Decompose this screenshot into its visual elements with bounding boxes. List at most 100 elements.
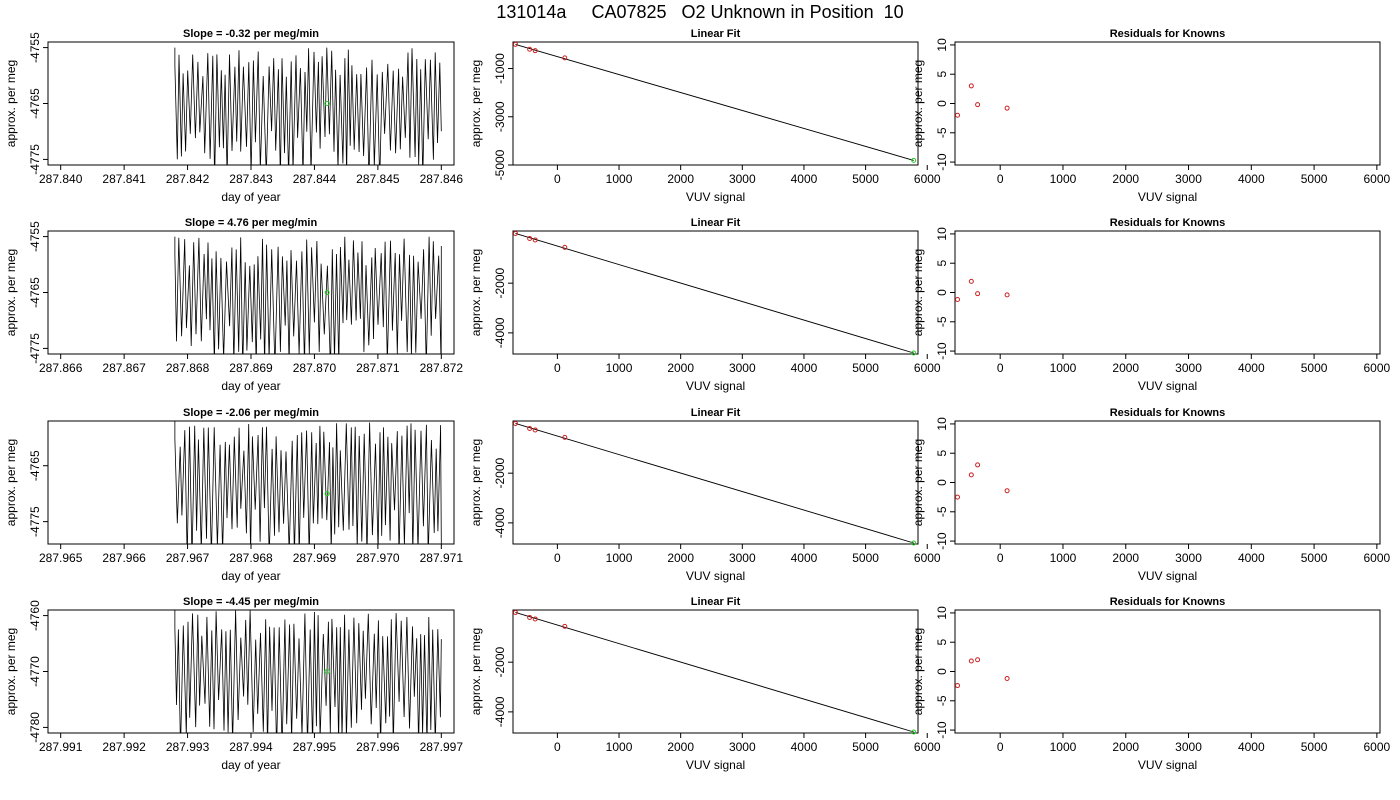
x-tick-label: 3000 — [729, 172, 756, 186]
x-tick-label: 287.991 — [39, 740, 83, 754]
x-tick-label: 1000 — [1050, 361, 1077, 375]
fit-line — [515, 423, 914, 544]
known-point — [562, 434, 568, 440]
y-axis-label: approx. per meg — [469, 60, 483, 147]
x-tick-label: 1000 — [1050, 172, 1077, 186]
y-tick-label: 10 — [935, 606, 949, 620]
residual-point — [968, 472, 974, 478]
unknown-mean-point — [324, 290, 330, 295]
residual-point — [975, 291, 981, 297]
x-axis-label: VUV signal — [1138, 569, 1197, 583]
y-tick-label: 10 — [935, 38, 949, 52]
residual-point — [1004, 292, 1010, 298]
residual-point — [955, 297, 961, 303]
y-tick-label: -10 — [935, 153, 949, 171]
x-tick-label: 5000 — [1301, 361, 1328, 375]
x-tick-label: 6000 — [1364, 551, 1391, 565]
x-tick-label: 6000 — [914, 740, 941, 754]
x-tick-label: 287.969 — [293, 551, 337, 565]
y-tick-label: 5 — [935, 639, 949, 646]
known-point — [532, 237, 538, 243]
y-tick-label: -10 — [935, 342, 949, 360]
x-tick-label: 287.872 — [420, 361, 464, 375]
residual-point — [968, 278, 974, 284]
y-tick-label: 5 — [935, 260, 949, 267]
residual-point — [955, 683, 961, 689]
plot-title: Slope = -4.45 per meg/min — [183, 596, 319, 608]
x-tick-label: 5000 — [1301, 551, 1328, 565]
unknown-mean-point — [324, 669, 330, 674]
x-tick-label: 4000 — [1238, 172, 1265, 186]
y-axis-label: approx. per meg — [469, 249, 483, 336]
x-tick-label: 3000 — [729, 740, 756, 754]
residual-point — [955, 494, 961, 500]
y-tick-label: -4755 — [28, 221, 42, 252]
y-tick-label: -4760 — [28, 600, 42, 631]
x-axis-label: VUV signal — [1138, 190, 1197, 204]
y-tick-label: -4765 — [28, 88, 42, 119]
time-series-trace — [174, 421, 442, 544]
x-tick-label: 287.870 — [293, 361, 337, 375]
x-tick-label: 287.965 — [39, 551, 83, 565]
x-tick-label: 287.866 — [39, 361, 83, 375]
known-point — [527, 425, 533, 431]
x-tick-label: 287.841 — [102, 172, 146, 186]
x-tick-label: 4000 — [1238, 361, 1265, 375]
x-tick-label: 3000 — [1175, 551, 1202, 565]
y-tick-label: 10 — [935, 227, 949, 241]
x-tick-label: 1000 — [606, 551, 633, 565]
x-tick-label: 6000 — [914, 551, 941, 565]
x-tick-label: 2000 — [667, 551, 694, 565]
y-tick-label: -4765 — [28, 450, 42, 481]
x-tick-label: 287.994 — [229, 740, 273, 754]
plot-title: Linear Fit — [691, 596, 741, 608]
x-tick-label: 287.846 — [420, 172, 464, 186]
known-point — [562, 55, 568, 61]
y-tick-label: -4000 — [493, 507, 507, 538]
figure-title: 131014a CA07825 O2 Unknown in Position 1… — [496, 2, 904, 22]
x-tick-label: 287.871 — [356, 361, 400, 375]
x-tick-label: 2000 — [1112, 551, 1139, 565]
residual-point — [968, 83, 974, 89]
known-point — [512, 420, 518, 426]
unknown-mean-point — [324, 101, 330, 106]
x-tick-label: 3000 — [1175, 361, 1202, 375]
x-tick-label: 287.842 — [166, 172, 210, 186]
x-tick-label: 6000 — [1364, 172, 1391, 186]
y-tick-label: 0 — [935, 668, 949, 675]
plot-title: Residuals for Knowns — [1110, 407, 1226, 419]
known-point — [527, 46, 533, 52]
known-point — [527, 235, 533, 241]
known-point — [562, 244, 568, 250]
known-point — [512, 230, 518, 236]
x-tick-label: 4000 — [791, 551, 818, 565]
y-tick-label: -2000 — [493, 268, 507, 299]
time-series-trace — [174, 610, 442, 733]
plot-frame — [512, 41, 919, 166]
unknown-point — [911, 729, 917, 735]
x-tick-label: 3000 — [729, 551, 756, 565]
x-tick-label: 287.843 — [229, 172, 273, 186]
plot-frame — [512, 230, 919, 355]
x-tick-label: 0 — [997, 172, 1004, 186]
known-point — [532, 616, 538, 622]
unknown-mean-point — [324, 491, 330, 497]
plot-title: Residuals for Knowns — [1110, 217, 1226, 229]
residual-point — [968, 658, 974, 664]
x-tick-label: 287.992 — [102, 740, 146, 754]
x-tick-label: 0 — [997, 551, 1004, 565]
plot-title: Slope = -2.06 per meg/min — [183, 407, 319, 419]
x-tick-label: 1000 — [606, 361, 633, 375]
x-tick-label: 5000 — [852, 551, 879, 565]
y-axis-label: approx. per meg — [911, 60, 925, 147]
x-tick-label: 287.970 — [356, 551, 400, 565]
x-tick-label: 287.996 — [356, 740, 400, 754]
x-axis-label: day of year — [221, 569, 280, 583]
x-tick-label: 1000 — [606, 172, 633, 186]
x-tick-label: 0 — [997, 740, 1004, 754]
y-axis-label: approx. per meg — [911, 628, 925, 715]
y-tick-label: 0 — [935, 479, 949, 486]
x-tick-label: 0 — [554, 361, 561, 375]
plot-frame — [954, 41, 1381, 166]
